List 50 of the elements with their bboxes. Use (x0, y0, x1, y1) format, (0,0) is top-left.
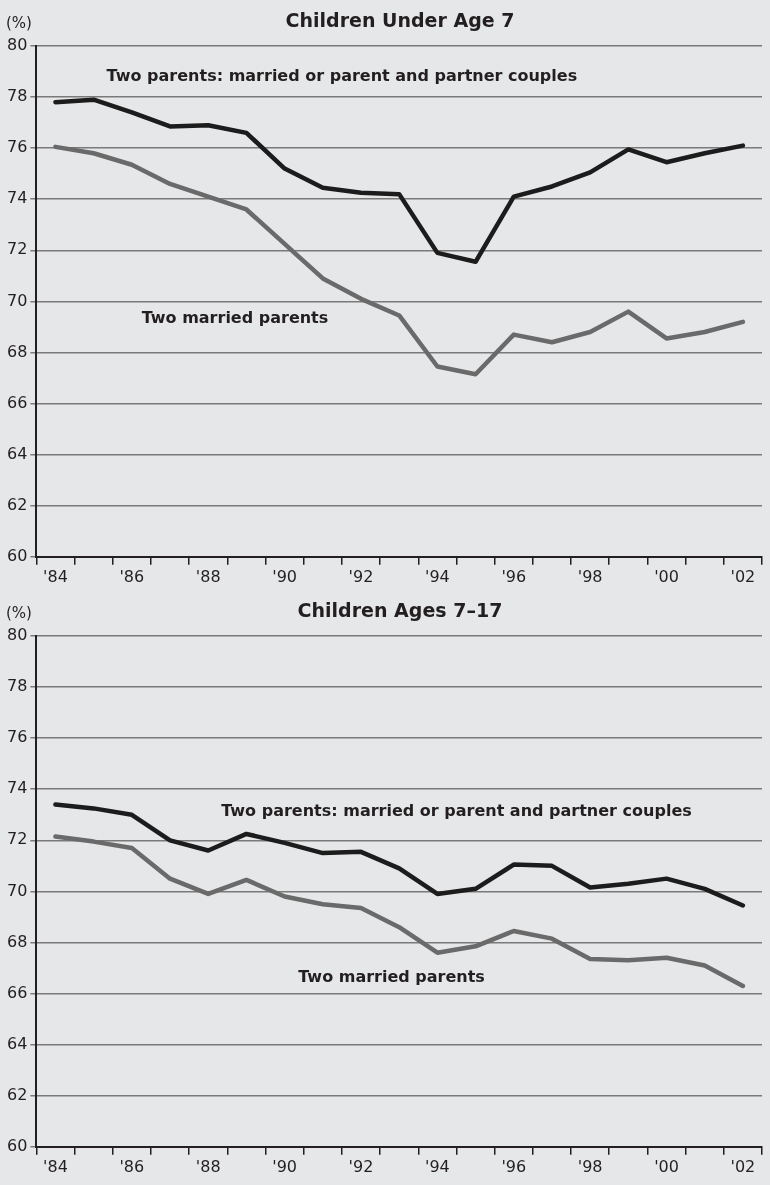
y-tick-label: 60 (7, 545, 28, 565)
x-tick-label: '94 (424, 566, 450, 586)
x-tick-label: '88 (195, 1156, 221, 1176)
y-tick-label: 76 (7, 137, 28, 157)
y-tick-label: 70 (7, 880, 28, 900)
y-tick-label: 66 (7, 392, 28, 412)
x-tick-label: '86 (119, 1156, 145, 1176)
x-tick-label: '00 (654, 566, 679, 586)
y-tick-label: 62 (7, 494, 28, 514)
x-tick-label: '90 (272, 566, 297, 586)
y-axis-title: (%) (6, 13, 32, 32)
y-tick-label: 62 (7, 1084, 28, 1104)
x-tick-label: '92 (348, 566, 374, 586)
x-tick-label: '98 (577, 1156, 603, 1176)
x-tick-label: '96 (501, 1156, 527, 1176)
x-tick-label: '02 (730, 1156, 756, 1176)
x-tick-label: '94 (424, 1156, 450, 1176)
y-tick-label: 66 (7, 982, 28, 1002)
y-tick-label: 74 (7, 188, 28, 208)
y-tick-label: 64 (7, 443, 28, 463)
y-tick-label: 72 (7, 239, 28, 259)
x-tick-label: '84 (43, 1156, 68, 1176)
y-tick-label: 64 (7, 1033, 28, 1053)
y-tick-label: 76 (7, 727, 28, 747)
chart-title: Children Ages 7–17 (297, 598, 503, 621)
x-tick-label: '96 (501, 566, 527, 586)
x-tick-label: '92 (348, 1156, 374, 1176)
series-label: Two married parents (298, 967, 485, 987)
y-tick-label: 72 (7, 829, 28, 849)
x-tick-label: '90 (272, 1156, 297, 1176)
y-tick-label: 80 (7, 35, 28, 55)
x-tick-label: '00 (654, 1156, 679, 1176)
y-tick-label: 68 (7, 341, 28, 361)
series-label: Two parents: married or parent and partner couples (106, 65, 578, 85)
y-axis-title: (%) (6, 603, 32, 622)
x-tick-label: '02 (730, 566, 756, 586)
x-tick-label: '84 (43, 566, 68, 586)
y-tick-label: 60 (7, 1135, 28, 1155)
x-tick-label: '88 (195, 566, 221, 586)
chart-title: Children Under Age 7 (285, 8, 515, 31)
x-tick-label: '86 (119, 566, 145, 586)
x-tick-label: '98 (577, 566, 603, 586)
y-tick-label: 80 (7, 625, 28, 645)
y-tick-label: 78 (7, 86, 28, 106)
y-tick-label: 78 (7, 676, 28, 696)
series-label: Two parents: married or parent and partner couples (221, 801, 692, 821)
y-tick-label: 70 (7, 290, 28, 310)
y-tick-label: 74 (7, 778, 28, 798)
series-label: Two married parents (141, 308, 329, 328)
y-tick-label: 68 (7, 931, 28, 951)
